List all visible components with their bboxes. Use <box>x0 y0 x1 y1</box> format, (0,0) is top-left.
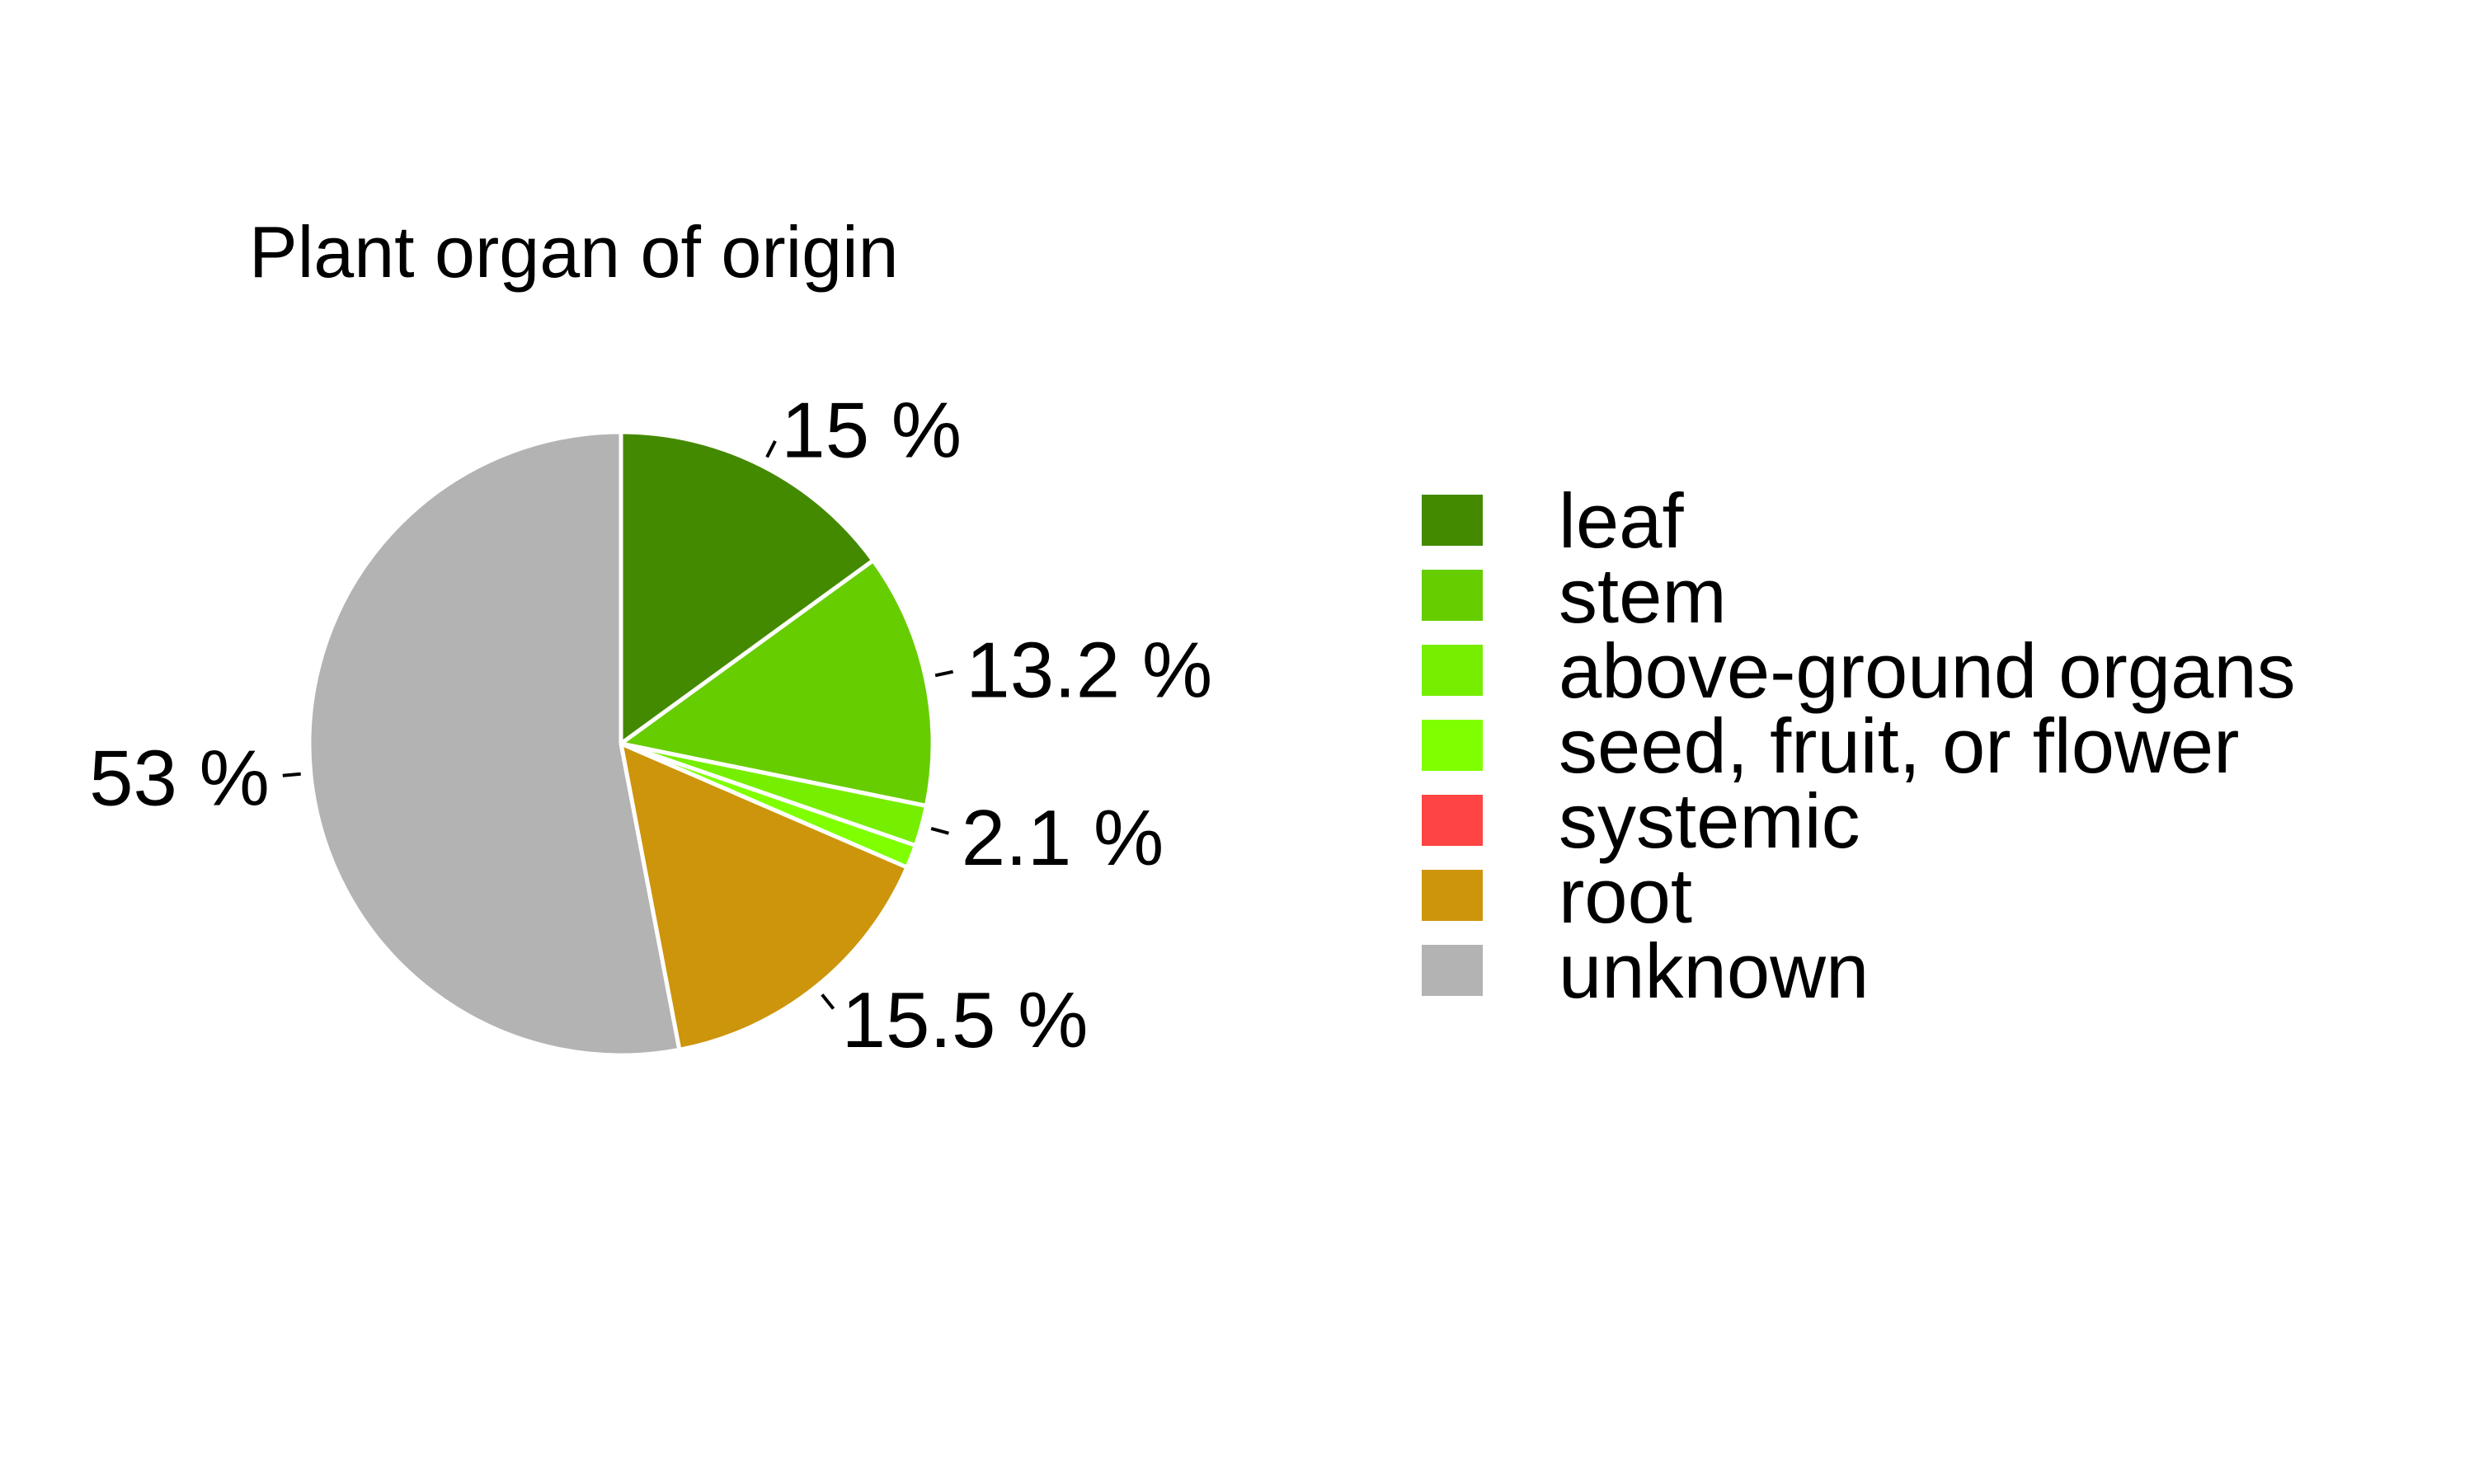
legend-label-root: root <box>1559 852 1692 939</box>
legend-label-unknown: unknown <box>1559 928 1869 1014</box>
data-label-stem: 13.2 % <box>966 626 1212 714</box>
legend-key-stem <box>1422 570 1483 621</box>
legend-label-systemic: systemic <box>1559 777 1860 864</box>
legend-key-systemic <box>1422 795 1483 846</box>
chart-title: Plant organ of origin <box>249 211 899 293</box>
pie-slice-stem <box>618 558 935 808</box>
legend-label-stem: stem <box>1559 552 1727 639</box>
pie-slice-root <box>618 741 910 1052</box>
pie-slices <box>307 430 935 1058</box>
leader-line-root <box>821 993 835 1010</box>
legend-key-seed-fruit-or-flower <box>1422 720 1483 771</box>
data-label-unknown: 53 % <box>89 734 270 822</box>
pie-data-labels: 15 % 13.2 % 2.1 % 15.5 % 53 % <box>89 387 1212 1064</box>
data-label-above-ground-organs: 2.1 % <box>962 794 1164 882</box>
pie-slice-leaf <box>618 430 876 746</box>
leader-line-leaf <box>765 440 777 458</box>
legend-label-above-ground-organs: above-ground organs <box>1559 627 2296 714</box>
leader-line-above-ground-organs <box>930 826 949 835</box>
legend-key-above-ground-organs <box>1422 645 1483 696</box>
legend-label-leaf: leaf <box>1559 477 1684 564</box>
leader-line-unknown <box>282 772 301 777</box>
legend-key-leaf <box>1422 495 1483 546</box>
legend-key-unknown <box>1422 945 1483 996</box>
pie-slice-unknown <box>307 430 682 1058</box>
data-label-root: 15.5 % <box>842 976 1089 1064</box>
legend-key-root <box>1422 870 1483 921</box>
leader-line-stem <box>934 669 954 678</box>
data-label-leaf: 15 % <box>781 387 962 475</box>
legend-label-seed-fruit-or-flower: seed, fruit, or flower <box>1559 702 2239 789</box>
